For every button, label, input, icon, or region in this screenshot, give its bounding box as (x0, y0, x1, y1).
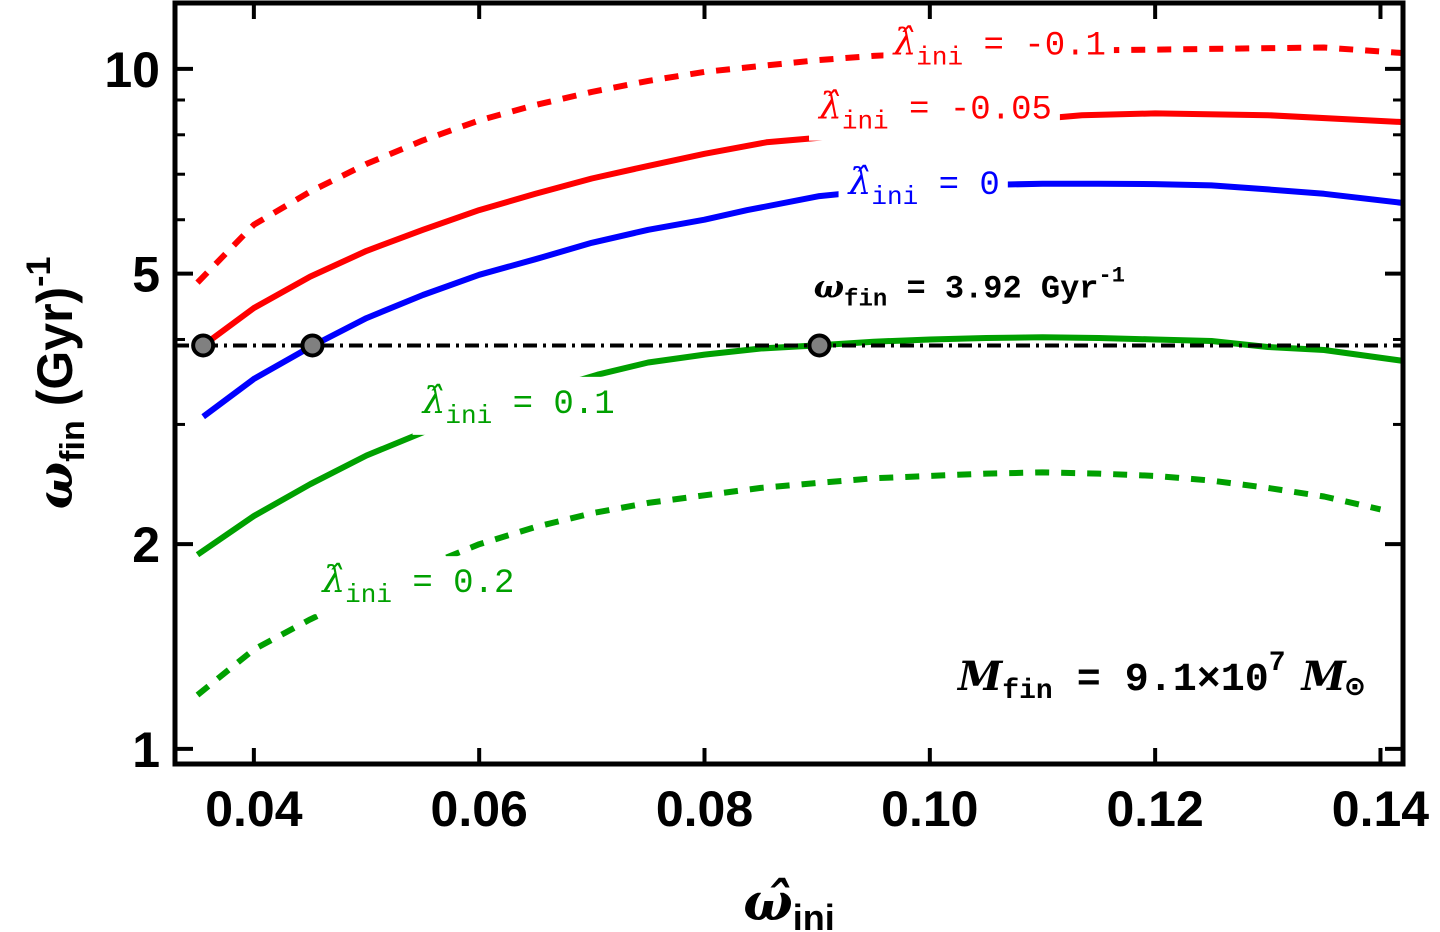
series-label-bg (838, 157, 1008, 216)
mass-value: = 9.1×10 (1053, 658, 1269, 703)
intersection-marker-2 (300, 333, 325, 358)
lambda-subscript: ini (345, 580, 392, 610)
y-axis-unit: (Gyr) (27, 287, 83, 406)
series-label-text: λ̂ini = 0 (847, 162, 1000, 212)
series-label-lambda_-0.1: λ̂ini = -0.1 (883, 18, 1114, 77)
series-line-lambda_0.2 (195, 469, 1382, 698)
series-label-layer: λ̂ini = -0.1λ̂ini = -0.05λ̂ini = 0λ̂ini … (312, 18, 1125, 615)
sun-symbol: ⊙ (1346, 672, 1364, 706)
lambda-subscript: ini (445, 401, 492, 431)
series-line-lambda_0 (201, 180, 1404, 420)
series-label-lambda_0.1: λ̂ini = 0.1 (412, 376, 623, 435)
omega-value: = 3.92 Gyr (887, 271, 1098, 308)
y-axis-subscript: fin (54, 420, 92, 462)
x-tick-label: 0.08 (656, 781, 753, 837)
plot-frame (172, 0, 1406, 767)
lambda-subscript: ini (842, 107, 889, 137)
omega-symbol: ω (814, 268, 844, 306)
y-tick-label: 5 (132, 247, 160, 303)
y-tick-label: 2 (132, 517, 160, 573)
x-tick-label: 0.14 (1332, 781, 1430, 837)
series-label-bg (312, 556, 523, 615)
y-axis-title-text: ωfin (Gyr)-1 (20, 257, 92, 510)
y-tick-label: 10 (104, 42, 160, 98)
series-label-bg (883, 18, 1114, 77)
reference-line-label: ωfin = 3.92 Gyr-1 (814, 264, 1125, 314)
y-axis-title: ωfin (Gyr)-1 (20, 257, 92, 510)
y-axis-unit-exponent: -1 (20, 257, 58, 287)
lambda-value: = -0.05 (889, 92, 1052, 130)
omega-subscript: fin (844, 287, 887, 314)
lambda-subscript: ini (916, 42, 963, 72)
series-line-lambda_-0.05 (201, 110, 1404, 348)
y-tick-label: 1 (132, 722, 160, 778)
x-axis-symbol: ω̂ (743, 872, 793, 932)
series-label-text: λ̂ini = 0.1 (421, 381, 615, 431)
lambda-symbol: λ̂ (817, 87, 842, 128)
mass-unit-symbol: M (1300, 653, 1348, 700)
series-label-bg (809, 82, 1060, 141)
series-label-text: λ̂ini = 0.2 (320, 560, 514, 610)
mass-annotation: Mfin = 9.1×107 M⊙ (956, 648, 1364, 707)
series-label-text: λ̂ini = -0.1 (891, 22, 1105, 72)
intersection-marker-1 (191, 333, 216, 358)
mass-symbol: M (956, 653, 1004, 700)
series-label-lambda_-0.05: λ̂ini = -0.05 (809, 82, 1060, 141)
x-axis-title: ω̂ini (743, 872, 835, 932)
mass-subscript: fin (1002, 676, 1052, 707)
tick-layer: 0.04 0.06 0.08 0.10 0.12 0.14 1 2 5 10 (104, 3, 1429, 837)
series-label-lambda_0: λ̂ini = 0 (838, 157, 1008, 216)
lambda-symbol: λ̂ (891, 22, 916, 63)
x-tick-label: 0.10 (881, 781, 978, 837)
intersection-marker-3 (807, 333, 832, 358)
lambda-value: = 0 (918, 167, 1000, 205)
series-label-text: λ̂ini = -0.05 (817, 87, 1052, 137)
omega-exponent: -1 (1099, 264, 1125, 289)
x-axis-subscript: ini (793, 897, 835, 932)
lambda-subscript: ini (871, 182, 918, 212)
lambda-symbol: λ̂ (847, 162, 872, 203)
lambda-value: = 0.2 (392, 565, 514, 603)
marker-layer (191, 333, 832, 358)
x-tick-label: 0.12 (1106, 781, 1203, 837)
series-label-lambda_0.2: λ̂ini = 0.2 (312, 556, 523, 615)
x-tick-label: 0.06 (431, 781, 528, 837)
series-line-lambda_-0.1 (195, 44, 1404, 285)
lambda-value: = 0.1 (492, 386, 614, 424)
lambda-symbol: λ̂ (421, 381, 446, 422)
y-axis-symbol: ω (25, 462, 84, 510)
series-label-bg (412, 376, 623, 435)
x-tick-label: 0.04 (205, 781, 303, 837)
lambda-value: = -0.1 (963, 27, 1106, 65)
lambda-symbol: λ̂ (320, 560, 345, 601)
mass-exponent: 7 (1269, 648, 1286, 679)
